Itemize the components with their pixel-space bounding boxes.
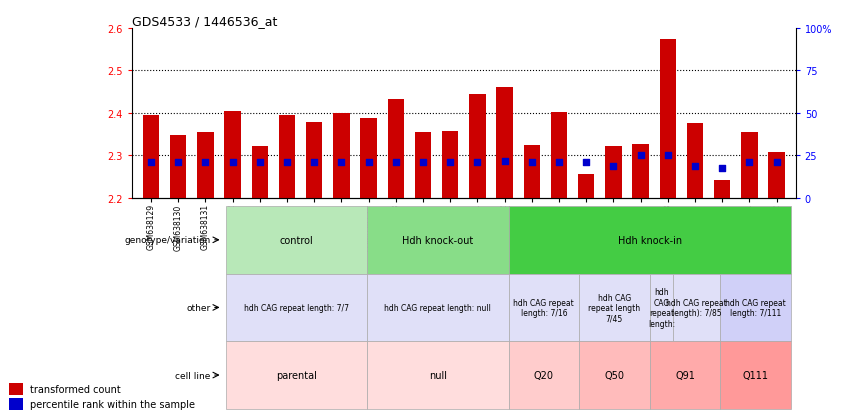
Text: hdh CAG
repeat length
7/45: hdh CAG repeat length 7/45 <box>588 293 641 323</box>
Bar <box>660 40 676 198</box>
Text: Hdh knock-in: Hdh knock-in <box>618 235 682 245</box>
Point <box>334 160 348 166</box>
Text: hdh CAG repeat
length): 7/85: hdh CAG repeat length): 7/85 <box>666 298 728 317</box>
Bar <box>279 116 295 198</box>
Point <box>443 160 457 166</box>
Bar <box>580 274 650 342</box>
Point <box>634 153 648 159</box>
Bar <box>361 119 377 198</box>
Bar <box>496 87 513 198</box>
Bar <box>469 95 486 198</box>
Bar <box>523 145 540 198</box>
Bar <box>9 398 24 410</box>
Bar <box>306 123 323 198</box>
Text: cell line: cell line <box>175 370 211 380</box>
Bar <box>720 274 791 342</box>
Point <box>607 163 620 170</box>
Point <box>253 160 266 166</box>
Bar <box>9 383 24 395</box>
Bar <box>580 342 650 409</box>
Bar <box>225 112 241 198</box>
Bar <box>226 206 368 274</box>
Text: hdh CAG repeat length: null: hdh CAG repeat length: null <box>385 303 491 312</box>
Text: transformed count: transformed count <box>30 384 121 394</box>
Text: Q50: Q50 <box>604 370 625 380</box>
Point <box>280 160 294 166</box>
Bar <box>741 133 757 198</box>
Bar <box>414 133 431 198</box>
Text: control: control <box>280 235 313 245</box>
Point <box>144 160 157 166</box>
Bar <box>768 152 785 198</box>
Bar <box>226 342 368 409</box>
Text: percentile rank within the sample: percentile rank within the sample <box>30 399 195 409</box>
Bar <box>578 175 594 198</box>
Bar <box>252 146 268 198</box>
Point <box>770 160 784 166</box>
Bar <box>442 132 459 198</box>
Text: GDS4533 / 1446536_at: GDS4533 / 1446536_at <box>132 15 277 28</box>
Bar <box>226 274 368 342</box>
Point <box>198 160 212 166</box>
Bar <box>720 342 791 409</box>
Bar <box>368 206 509 274</box>
Point <box>498 158 511 165</box>
Bar <box>368 274 509 342</box>
Bar <box>714 180 730 198</box>
Bar <box>368 342 509 409</box>
Bar <box>687 124 703 198</box>
Point <box>389 160 403 166</box>
Point <box>171 160 185 166</box>
Point <box>552 160 566 166</box>
Text: hdh CAG repeat length: 7/7: hdh CAG repeat length: 7/7 <box>244 303 349 312</box>
Point <box>716 165 729 172</box>
Text: Q91: Q91 <box>675 370 695 380</box>
Bar <box>605 146 621 198</box>
Point <box>688 163 702 170</box>
Point <box>471 160 484 166</box>
Point <box>307 160 321 166</box>
Bar <box>509 342 580 409</box>
Bar <box>551 113 567 198</box>
Bar <box>509 274 580 342</box>
Text: Hdh knock-out: Hdh knock-out <box>403 235 473 245</box>
Bar <box>170 136 186 198</box>
Bar <box>650 274 673 342</box>
Text: other: other <box>186 303 211 312</box>
Bar <box>387 100 404 198</box>
Bar <box>509 206 791 274</box>
Bar <box>650 342 720 409</box>
Text: hdh
CAG
repeat
length:: hdh CAG repeat length: <box>648 287 675 328</box>
Text: Q20: Q20 <box>534 370 554 380</box>
Text: null: null <box>429 370 447 380</box>
Text: genotype/variation: genotype/variation <box>124 236 211 245</box>
Point <box>362 160 375 166</box>
Point <box>580 160 593 166</box>
Text: hdh CAG repeat
length: 7/111: hdh CAG repeat length: 7/111 <box>725 298 786 317</box>
Bar <box>632 145 648 198</box>
Point <box>416 160 430 166</box>
Bar <box>673 274 720 342</box>
Point <box>226 160 239 166</box>
Bar <box>197 133 214 198</box>
Point <box>661 153 675 159</box>
Bar <box>334 114 350 198</box>
Point <box>525 160 539 166</box>
Point <box>743 160 757 166</box>
Text: Q111: Q111 <box>743 370 768 380</box>
Bar <box>143 116 159 198</box>
Text: hdh CAG repeat
length: 7/16: hdh CAG repeat length: 7/16 <box>513 298 574 317</box>
Text: parental: parental <box>277 370 317 380</box>
